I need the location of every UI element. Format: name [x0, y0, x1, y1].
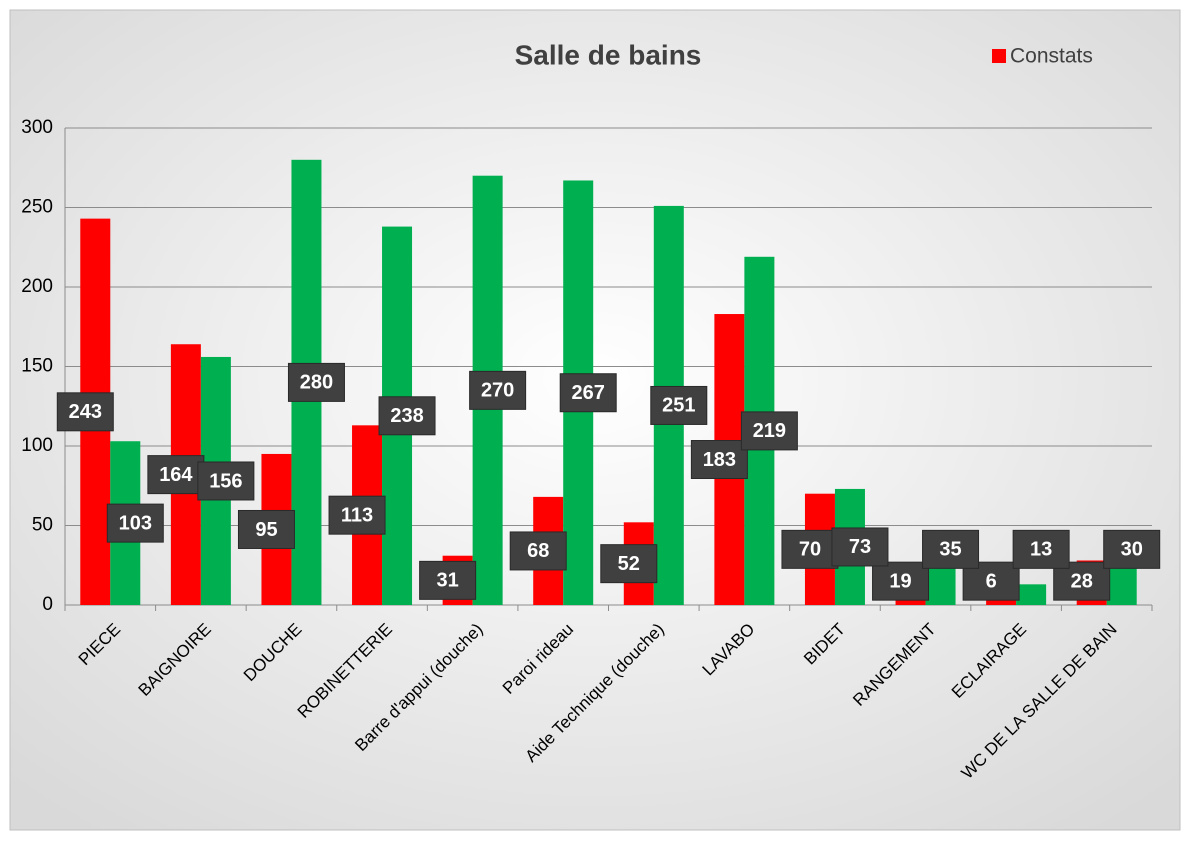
data-label-box: [650, 385, 708, 425]
y-tick-label: 200: [21, 276, 53, 297]
data-label-box: [56, 392, 114, 432]
y-tick-label: 0: [42, 594, 53, 615]
data-label: 95: [237, 509, 295, 549]
data-label-box: [106, 503, 164, 543]
data-label-box: [287, 362, 345, 402]
legend-swatch: [992, 49, 1006, 63]
data-label-box: [197, 461, 255, 501]
data-label-text: 30: [1121, 539, 1143, 561]
data-label-box: [872, 561, 930, 601]
chart-title: Salle de bains: [515, 39, 702, 70]
data-label-box: [147, 455, 205, 495]
y-tick-label: 100: [21, 435, 53, 456]
data-label-box: [781, 529, 839, 569]
data-label-box: [1012, 529, 1070, 569]
data-label: 243: [56, 392, 114, 432]
data-label-box: [378, 396, 436, 436]
data-label: 52: [600, 544, 658, 584]
data-label-box: [237, 509, 295, 549]
data-label: 103: [106, 503, 164, 543]
data-label: 113: [328, 495, 386, 535]
data-label: 13: [1012, 529, 1070, 569]
data-label-text: 183: [703, 449, 736, 471]
data-label-box: [419, 560, 477, 600]
data-label-text: 156: [209, 470, 242, 492]
data-label: 31: [419, 560, 477, 600]
data-label-text: 238: [390, 405, 423, 427]
data-label-box: [962, 561, 1020, 601]
data-label-box: [831, 527, 889, 567]
data-label-text: 31: [437, 570, 459, 592]
data-label-text: 164: [159, 464, 193, 486]
data-label: 219: [740, 411, 798, 451]
data-label-text: 267: [572, 382, 605, 404]
data-label-box: [740, 411, 798, 451]
data-label: 19: [872, 561, 930, 601]
data-label-text: 103: [119, 512, 152, 534]
data-label: 68: [509, 531, 567, 571]
data-label: 73: [831, 527, 889, 567]
data-label-text: 243: [69, 401, 102, 423]
data-label: 35: [922, 529, 980, 569]
data-label: 70: [781, 529, 839, 569]
data-label: 238: [378, 396, 436, 436]
y-tick-label: 150: [21, 356, 53, 377]
data-label-box: [509, 531, 567, 571]
data-label-box: [469, 370, 527, 410]
data-label-text: 28: [1071, 570, 1093, 592]
data-label-box: [559, 373, 617, 413]
y-tick-label: 300: [21, 117, 53, 138]
data-label: 6: [962, 561, 1020, 601]
data-label: 156: [197, 461, 255, 501]
data-label-text: 52: [618, 553, 640, 575]
data-label-text: 95: [255, 519, 277, 541]
y-tick-label: 250: [21, 197, 53, 218]
data-label-box: [690, 440, 748, 480]
data-label-box: [328, 495, 386, 535]
data-label-text: 73: [849, 536, 871, 558]
bar: [1016, 584, 1047, 605]
data-label: 30: [1103, 529, 1161, 569]
data-label: 270: [469, 370, 527, 410]
y-tick-label: 50: [32, 515, 53, 536]
data-label-box: [1103, 529, 1161, 569]
data-label: 267: [559, 373, 617, 413]
data-label-text: 35: [939, 539, 961, 561]
data-label-text: 219: [753, 420, 786, 442]
data-label-text: 270: [481, 380, 514, 402]
data-label-text: 13: [1030, 539, 1052, 561]
data-label-text: 251: [662, 395, 695, 417]
data-label-text: 70: [799, 539, 821, 561]
data-label-text: 113: [341, 504, 373, 526]
data-label-text: 6: [986, 570, 997, 592]
data-label: 280: [287, 362, 345, 402]
legend-label: Constats: [1010, 45, 1093, 68]
data-label: 183: [690, 440, 748, 480]
data-label-box: [922, 529, 980, 569]
data-label-text: 19: [889, 570, 911, 592]
data-label-text: 280: [300, 372, 333, 394]
data-label: 164: [147, 455, 205, 495]
data-label: 28: [1053, 561, 1111, 601]
data-label: 251: [650, 385, 708, 425]
data-label-box: [600, 544, 658, 584]
data-label-text: 68: [527, 540, 549, 562]
